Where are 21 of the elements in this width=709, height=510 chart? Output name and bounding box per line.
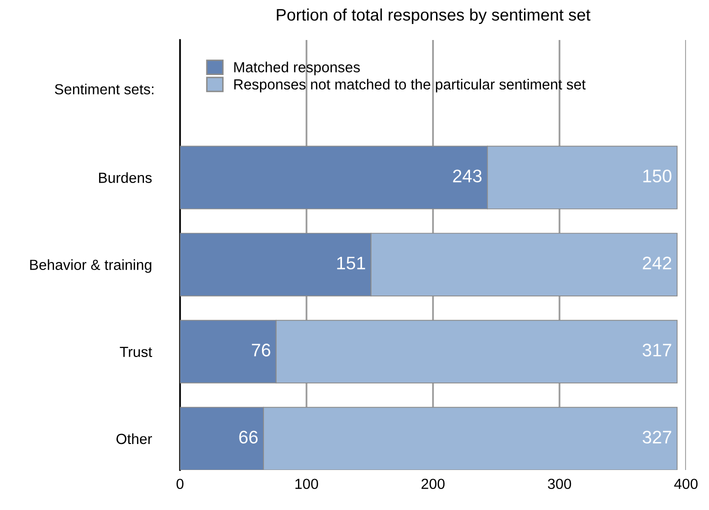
y-axis-title: Sentiment sets: [54, 84, 154, 94]
legend-label: Matched responses [234, 62, 360, 76]
x-tick-label: 0 [176, 478, 184, 490]
y-tick-label: Burdens [99, 172, 152, 183]
data-label: 76 [252, 344, 270, 356]
x-tick-label: 100 [295, 478, 318, 490]
y-tick-label: Other [116, 433, 152, 444]
chart-title: Portion of total responses by sentiment set [276, 8, 590, 24]
data-label: 243 [453, 170, 482, 182]
data-label: 150 [643, 170, 672, 182]
data-label: 327 [642, 430, 672, 444]
y-tick-label: Trust [120, 346, 152, 358]
legend-label: Responses not matched to the particular sentiment set [234, 78, 586, 92]
x-tick-label: 300 [548, 478, 572, 490]
x-tick-label: 400 [674, 478, 698, 490]
data-label: 151 [337, 256, 366, 270]
data-label: 242 [642, 256, 672, 270]
y-tick-label: Behavior & training [30, 259, 152, 273]
x-tick-label: 200 [422, 478, 445, 490]
data-label: 317 [642, 344, 672, 356]
data-label: 66 [239, 430, 258, 444]
